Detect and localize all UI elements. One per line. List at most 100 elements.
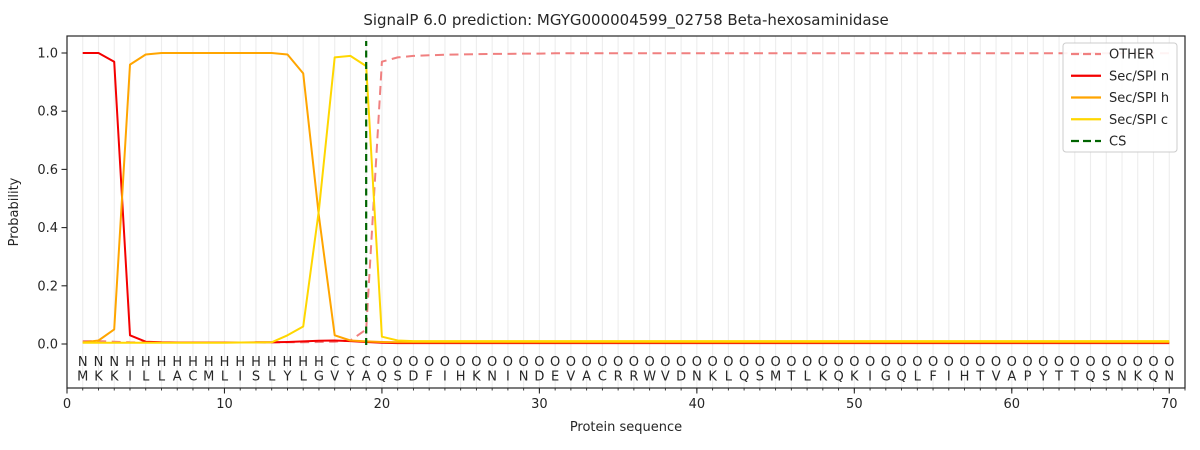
axis-layer: 0 10 20 30 40 50 60 70 0.0 0.2 0.4 0.6 0.8 1.0: [37, 47, 1186, 412]
region-label: O: [1164, 355, 1174, 370]
residue-letter: N: [692, 370, 702, 385]
residue-letter: L: [221, 370, 229, 385]
residue-letter: K: [1133, 370, 1142, 385]
residue-letter: H: [960, 370, 970, 385]
y-tick-label: 0.2: [37, 279, 58, 294]
region-label: O: [1101, 355, 1111, 370]
residue-letter: Q: [896, 370, 906, 385]
region-label: O: [1133, 355, 1143, 370]
residue-letter: K: [94, 370, 103, 385]
y-tick-label: 0.8: [37, 105, 58, 120]
region-label: H: [314, 355, 324, 370]
x-tick-label: 40: [689, 397, 706, 412]
residue-letter: D: [534, 370, 544, 385]
region-label: N: [78, 355, 88, 370]
residue-letter: Q: [739, 370, 749, 385]
legend-label: Sec/SPI c: [1109, 113, 1168, 128]
region-label: O: [707, 355, 717, 370]
region-label: O: [1038, 355, 1048, 370]
series-layer: [82, 41, 1170, 345]
residue-letter: C: [188, 370, 197, 385]
residue-letter: I: [506, 370, 510, 385]
series-line-other: [82, 52, 1170, 344]
residue-letter: A: [1007, 370, 1016, 385]
residue-letter: N: [1164, 370, 1174, 385]
y-tick-label: 0.0: [37, 338, 58, 353]
region-label: O: [1085, 355, 1095, 370]
region-label: O: [440, 355, 450, 370]
region-label: O: [519, 355, 529, 370]
residue-letter: S: [1102, 370, 1110, 385]
legend-label: CS: [1109, 135, 1126, 150]
residue-letter: N: [487, 370, 497, 385]
region-label: H: [267, 355, 277, 370]
residue-letter: T: [1054, 370, 1063, 385]
sequence-layer: NMNKNKHIHLHLHAHCHMHLHIHSHLHYHLHGCVCYCAOQ…: [77, 355, 1174, 385]
residue-letter: L: [914, 370, 922, 385]
residue-letter: F: [929, 370, 936, 385]
x-tick-label: 70: [1161, 397, 1178, 412]
region-label: H: [157, 355, 167, 370]
region-label: O: [786, 355, 796, 370]
residue-letter: W: [643, 370, 656, 385]
region-label: O: [802, 355, 812, 370]
series-line-sec-spi-n: [82, 52, 1170, 345]
residue-letter: M: [77, 370, 88, 385]
residue-letter: G: [314, 370, 324, 385]
series-line-sec-spi-h: [82, 52, 1170, 344]
residue-letter: E: [551, 370, 559, 385]
region-label: O: [471, 355, 481, 370]
residue-letter: V: [992, 370, 1001, 385]
region-label: O: [818, 355, 828, 370]
region-label: O: [1054, 355, 1064, 370]
y-tick-label: 1.0: [37, 47, 58, 62]
region-label: H: [251, 355, 261, 370]
region-label: O: [833, 355, 843, 370]
residue-letter: Y: [345, 370, 354, 385]
residue-letter: H: [456, 370, 466, 385]
region-label: N: [109, 355, 119, 370]
chart-title: SignalP 6.0 prediction: MGYG000004599_02…: [363, 11, 888, 30]
residue-letter: M: [770, 370, 781, 385]
x-tick-label: 10: [216, 397, 233, 412]
region-label: O: [1070, 355, 1080, 370]
residue-letter: I: [947, 370, 951, 385]
y-axis-label: Probability: [7, 177, 22, 246]
region-label: H: [172, 355, 182, 370]
region-label: O: [755, 355, 765, 370]
region-label: H: [235, 355, 245, 370]
residue-letter: T: [786, 370, 795, 385]
region-label: O: [896, 355, 906, 370]
residue-letter: D: [676, 370, 686, 385]
region-label: O: [377, 355, 387, 370]
region-label: O: [676, 355, 686, 370]
series-line-sec-spi-c: [82, 54, 1170, 344]
region-label: O: [1007, 355, 1017, 370]
region-label: O: [456, 355, 466, 370]
region-label: O: [1022, 355, 1032, 370]
residue-letter: K: [472, 370, 481, 385]
region-label: N: [94, 355, 104, 370]
grid-layer: [82, 36, 1170, 388]
residue-letter: D: [408, 370, 418, 385]
residue-letter: L: [803, 370, 811, 385]
residue-letter: K: [708, 370, 717, 385]
x-tick-label: 60: [1004, 397, 1021, 412]
region-label: O: [912, 355, 922, 370]
region-label: C: [362, 355, 371, 370]
region-label: H: [283, 355, 293, 370]
residue-letter: K: [110, 370, 119, 385]
residue-letter: R: [614, 370, 623, 385]
residue-letter: F: [425, 370, 432, 385]
region-label: O: [1117, 355, 1127, 370]
region-label: C: [346, 355, 355, 370]
residue-letter: K: [850, 370, 859, 385]
residue-letter: Q: [1148, 370, 1158, 385]
region-label: O: [1148, 355, 1158, 370]
residue-letter: L: [300, 370, 308, 385]
region-label: H: [298, 355, 308, 370]
region-label: O: [629, 355, 639, 370]
residue-letter: L: [158, 370, 166, 385]
region-label: H: [125, 355, 135, 370]
